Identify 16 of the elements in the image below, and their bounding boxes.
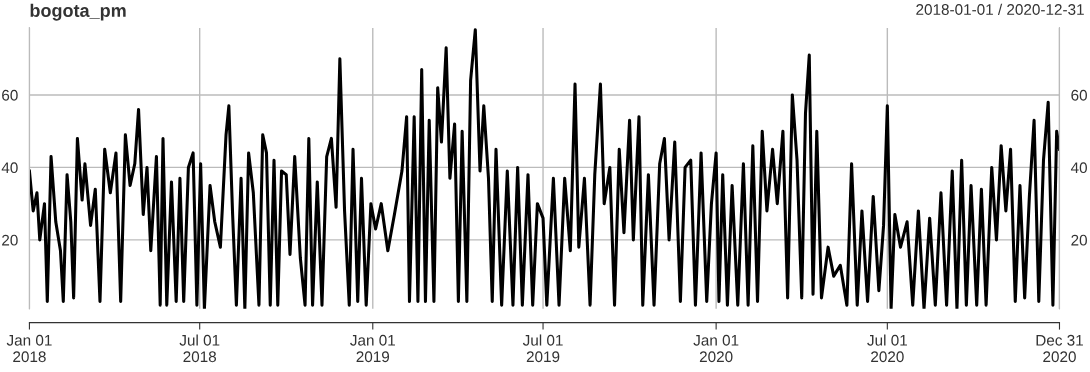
- x-tick-label: Jan 01 2020: [693, 334, 739, 363]
- y-tick-label: 60: [2, 89, 18, 101]
- x-tick-label: Jul 01 2020: [867, 334, 907, 363]
- chart-subtitle: 2018-01-01 / 2020-12-31: [916, 3, 1084, 15]
- x-tick-label: Dec 31 2020: [1036, 334, 1083, 363]
- y2-tick-label: 40: [1070, 162, 1087, 174]
- y2-tick-label: 60: [1071, 89, 1087, 101]
- line-series: [29, 28, 1060, 309]
- x-tick-label: Jul 01 2019: [522, 334, 563, 363]
- y-tick-label: 20: [2, 234, 18, 246]
- x-tick-label: Jan 01 2018: [6, 334, 52, 363]
- x-tick-label: Jul 01 2018: [179, 334, 220, 363]
- chart-title: bogota_pm: [30, 3, 126, 21]
- x-tick-label: Jan 01 2019: [350, 334, 395, 363]
- y-tick-label: 40: [1, 162, 18, 174]
- y2-tick-label: 20: [1071, 234, 1087, 246]
